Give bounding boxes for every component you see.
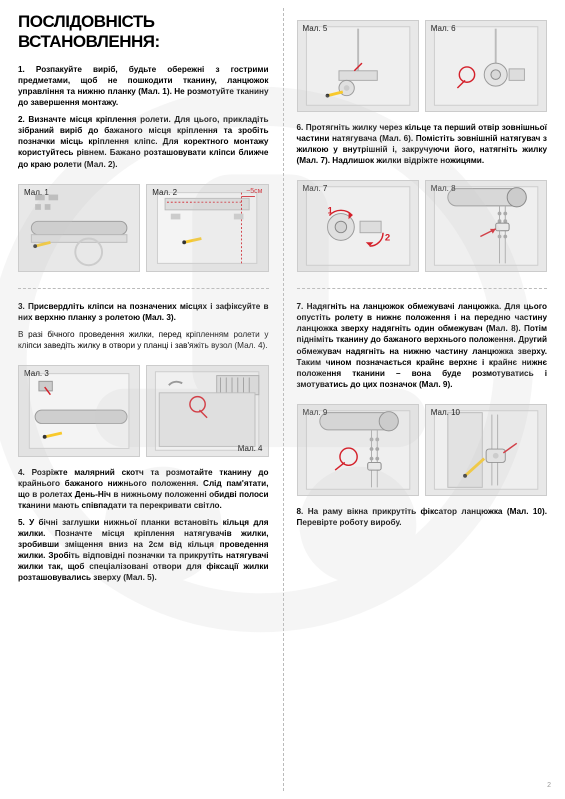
- watermark-icon: [0, 0, 543, 759]
- page: ПОСЛІДОВНІСТЬ ВСТАНОВЛЕННЯ: 1. Розпакуйт…: [0, 0, 565, 799]
- page-number: 2: [547, 782, 551, 789]
